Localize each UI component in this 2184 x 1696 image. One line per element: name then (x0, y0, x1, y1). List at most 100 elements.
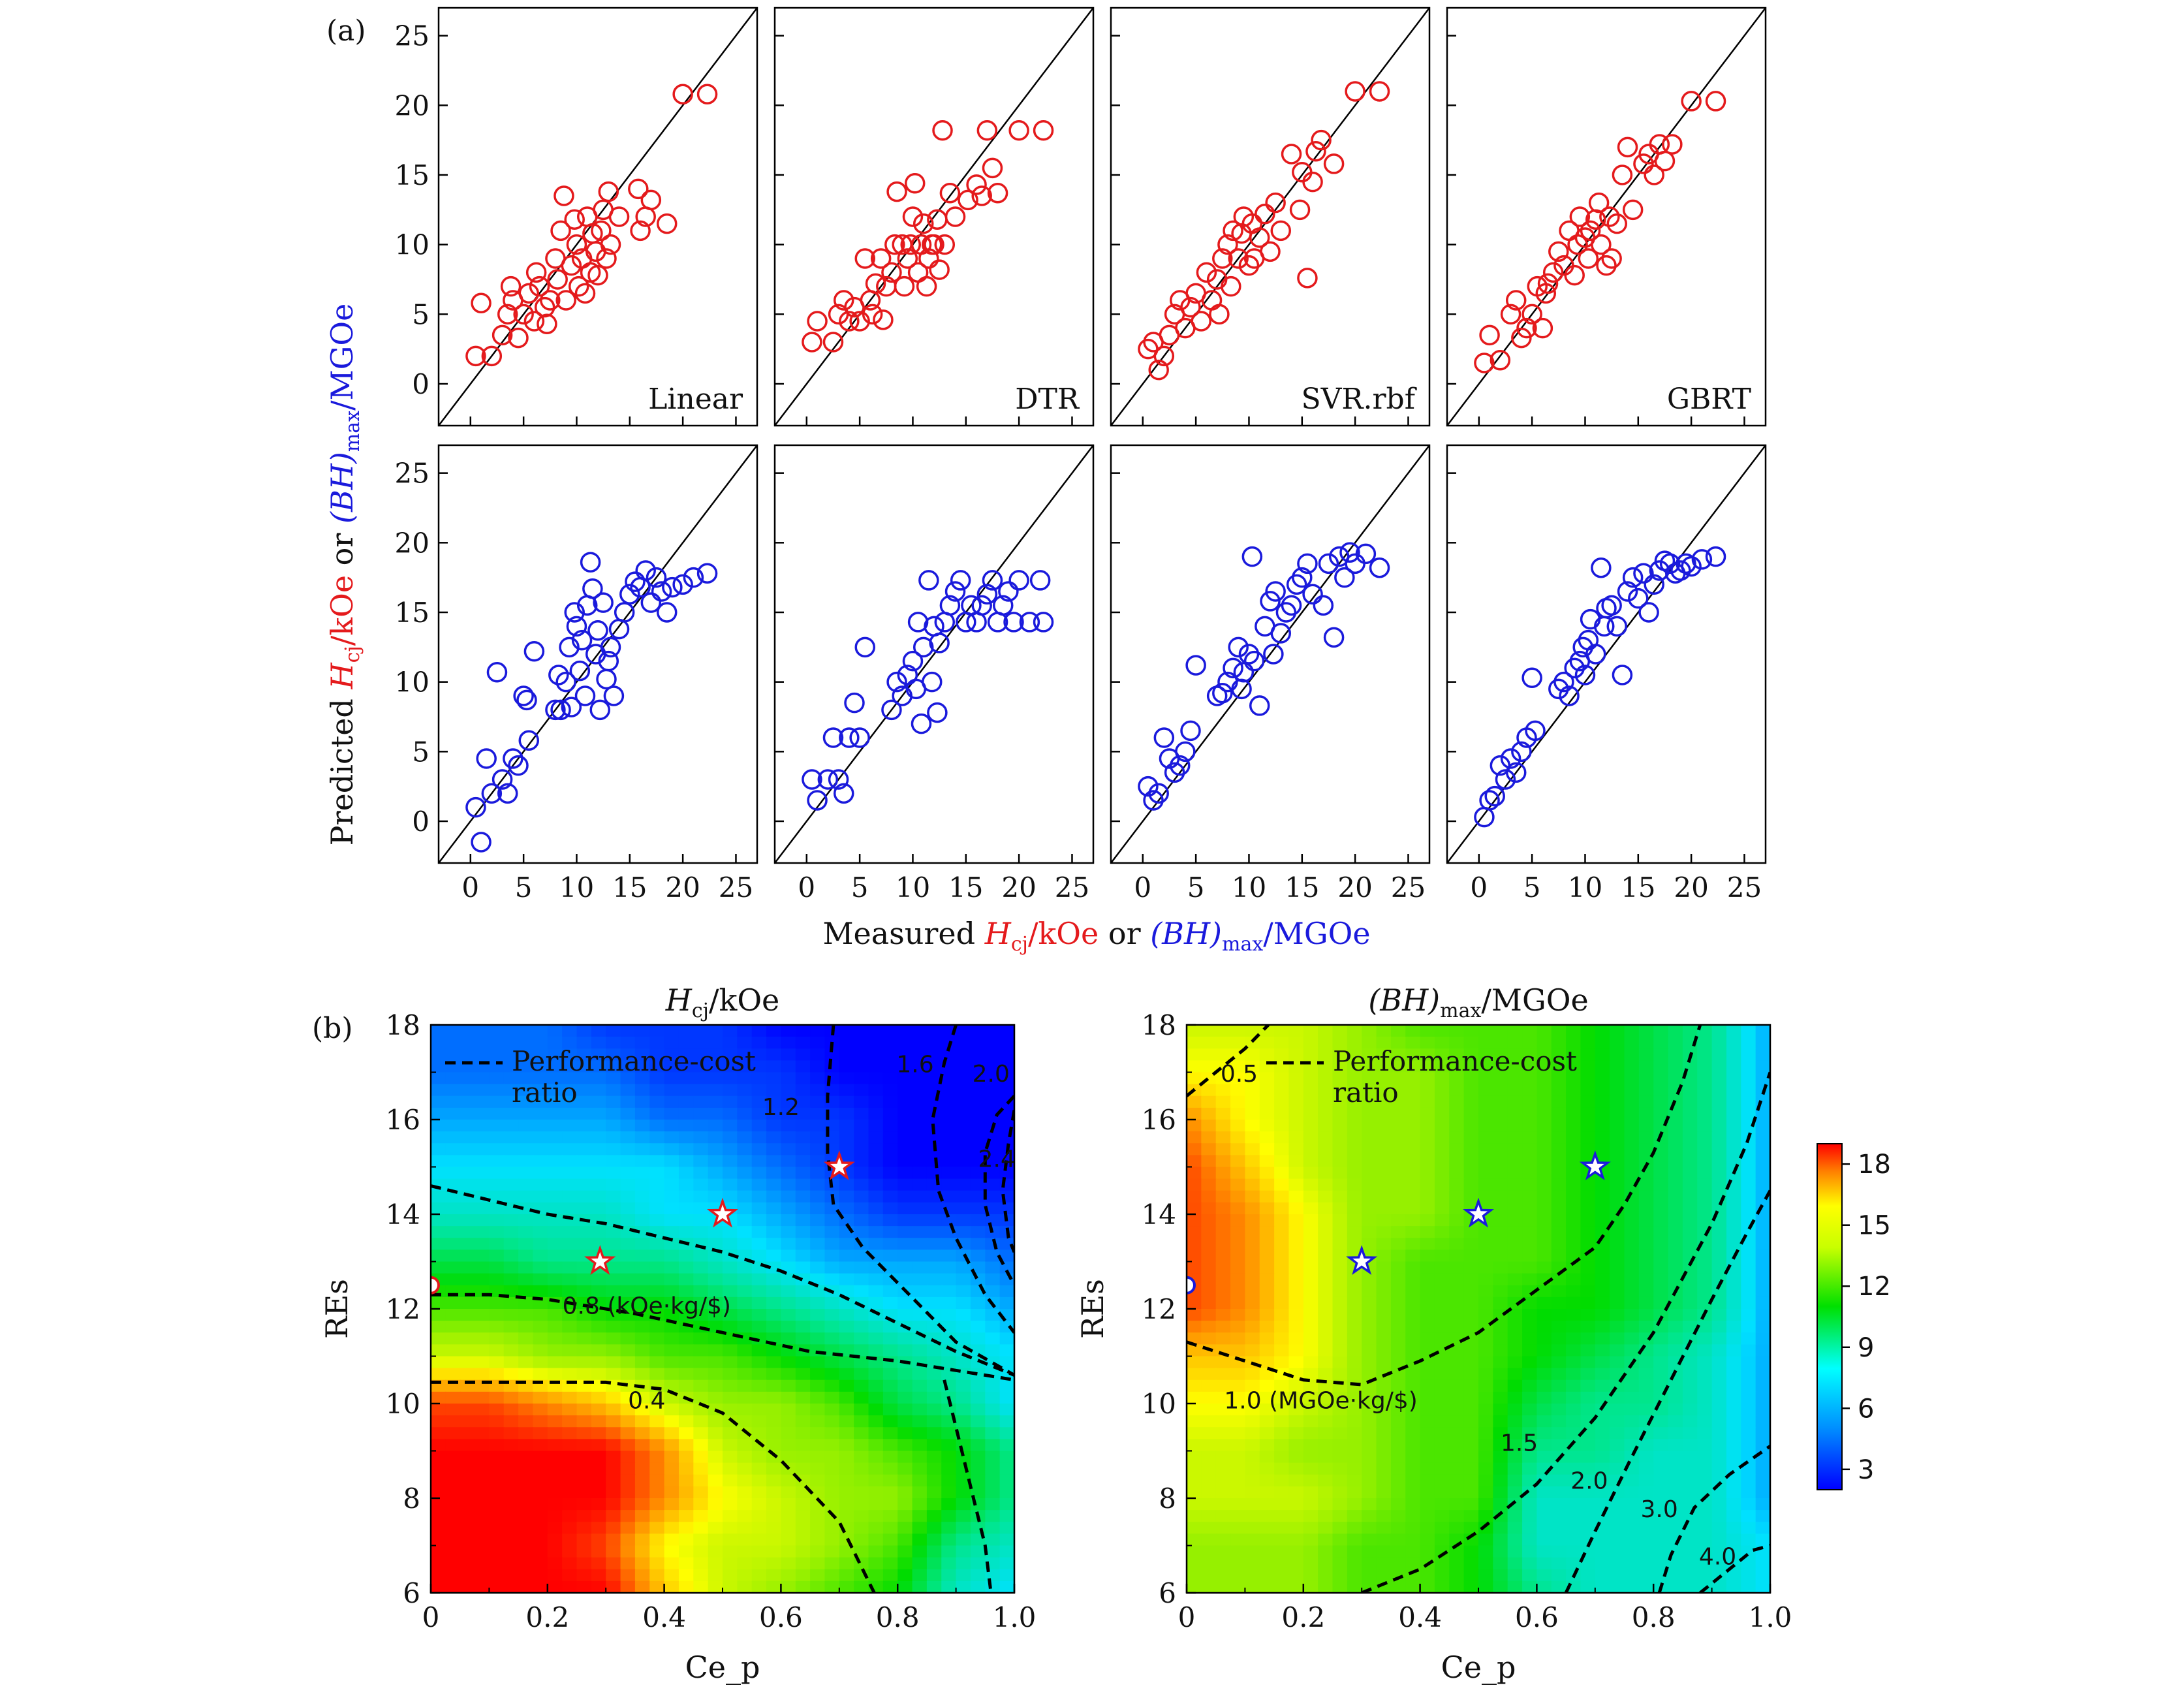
heatmap-cell (1201, 1048, 1217, 1061)
heatmap-cell (606, 1285, 621, 1298)
heatmap-cell (795, 1131, 811, 1144)
heatmap-cell (1668, 1344, 1683, 1357)
heatmap-cell (781, 1427, 796, 1440)
heatmap-cell (1507, 1060, 1523, 1073)
heatmap-cell (1434, 1569, 1450, 1582)
heatmap-cell (1507, 1190, 1523, 1203)
heatmap-cell (1347, 1190, 1363, 1203)
heatmap-cell (810, 1404, 826, 1417)
heatmap-cell (562, 1226, 578, 1239)
heatmap-cell (810, 1202, 826, 1215)
heatmap-cell (1711, 1107, 1727, 1120)
heatmap-cell (1653, 1344, 1669, 1357)
heatmap-cell (1347, 1474, 1363, 1487)
heatmap-cell (1449, 1238, 1465, 1251)
heatmap-cell (839, 1131, 855, 1144)
heatmap-cell (868, 1273, 884, 1286)
heatmap-cell (1507, 1309, 1523, 1322)
heatmap-cell (1551, 1048, 1567, 1061)
heatmap-cell (897, 1037, 913, 1050)
heatmap-cell (1463, 1391, 1479, 1404)
data-point (958, 189, 978, 211)
heatmap-cell (1347, 1321, 1363, 1334)
heatmap-cell (882, 1037, 899, 1050)
heatmap-cell (766, 1415, 782, 1428)
heatmap-cell (941, 1084, 957, 1097)
heatmap-cell (664, 1261, 679, 1274)
heatmap-cell (999, 1404, 1014, 1417)
heatmap-cell (1449, 1557, 1465, 1570)
heatmap-cell (518, 1060, 534, 1073)
heatmap-cell (460, 1332, 476, 1345)
heatmap-cell (1215, 1285, 1232, 1298)
heatmap-cell (897, 1379, 913, 1392)
heatmap-cell (1405, 1120, 1421, 1133)
heatmap-cell (897, 1120, 913, 1133)
model-label: Linear (648, 383, 743, 416)
heatmap-cell (1274, 1557, 1290, 1570)
heatmap-cell (1478, 1344, 1494, 1357)
heatmap-cell (1201, 1427, 1217, 1440)
data-point (1148, 783, 1169, 804)
heatmap-cell (1449, 1084, 1465, 1097)
heatmap-cell (854, 1462, 869, 1475)
heatmap-cell (882, 1131, 899, 1144)
heatmap-cell (489, 1439, 505, 1452)
heatmap-cell (1463, 1249, 1479, 1263)
scatter-panel-a-bot-4: 0 5 10 15 20 25 (1446, 444, 1767, 903)
heatmap-cell (1682, 1296, 1698, 1310)
heatmap-cell (1653, 1309, 1669, 1322)
heatmap-cell (1230, 1107, 1246, 1120)
heatmap-cell (1610, 1462, 1625, 1475)
heatmap-cell (1566, 1498, 1582, 1511)
heatmap-cell (1201, 1451, 1217, 1464)
heatmap-cell (1245, 1368, 1260, 1381)
heatmap-cell (1624, 1391, 1640, 1404)
heatmap-cell (1755, 1060, 1770, 1073)
heatmap-cell (854, 1427, 869, 1440)
heatmap-cell (1288, 1344, 1304, 1357)
heatmap-cell (649, 1155, 665, 1168)
heatmap-cell (1595, 1451, 1611, 1464)
heatmap-cell (1711, 1249, 1727, 1263)
heatmap-cell (591, 1321, 607, 1334)
heatmap-cell (1390, 1226, 1407, 1239)
heatmap-cell (941, 1178, 957, 1191)
heatmap-cell (562, 1167, 578, 1180)
heatmap-cell (1259, 1131, 1275, 1144)
heatmap-cell (1405, 1427, 1421, 1440)
heatmap-cell (1318, 1155, 1334, 1168)
heatmap-cell (518, 1273, 534, 1286)
heatmap-cell (1638, 1167, 1655, 1180)
heatmap-cell (634, 1391, 651, 1404)
heatmap-cell (1449, 1462, 1465, 1475)
heatmap-cell (766, 1498, 782, 1511)
heatmap-cell (678, 1404, 694, 1417)
heatmap-cell (576, 1072, 592, 1085)
contour-line (431, 1380, 876, 1593)
heatmap-cell (1288, 1178, 1304, 1191)
heatmap-cell (766, 1368, 782, 1381)
heatmap-cell (678, 1072, 694, 1085)
heatmap-cell (460, 1522, 476, 1535)
heatmap-cell (1507, 1249, 1523, 1263)
heatmap-cell (664, 1498, 679, 1511)
heatmap-cell (1755, 1404, 1770, 1417)
heatmap-cell (1318, 1368, 1334, 1381)
heatmap-cell (1245, 1249, 1260, 1263)
heatmap-cell (489, 1545, 505, 1558)
heatmap-cell (1653, 1451, 1669, 1464)
heatmap-cell (1493, 1545, 1508, 1558)
heatmap-cell (1595, 1120, 1611, 1133)
heatmap-cell (1682, 1202, 1698, 1215)
heatmap-cell (1478, 1545, 1494, 1558)
heatmap-cell (882, 1155, 899, 1168)
heatmap-cell (1288, 1273, 1304, 1286)
heatmap-cell (547, 1143, 563, 1156)
heatmap-cell (1463, 1451, 1479, 1464)
heatmap-cell (606, 1143, 621, 1156)
heatmap-cell (1711, 1321, 1727, 1334)
heatmap-cell (1303, 1522, 1319, 1535)
heatmap-cell (1551, 1486, 1567, 1499)
heatmap-cell (503, 1404, 520, 1417)
